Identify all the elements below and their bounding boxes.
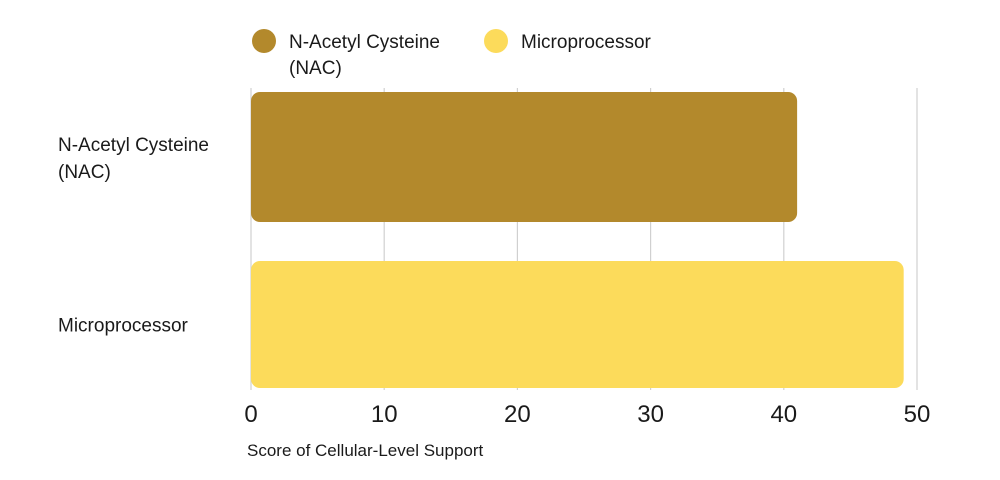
x-tick-label: 30 xyxy=(637,401,664,428)
legend-label: (NAC) xyxy=(289,58,342,79)
y-category-label: Microprocessor xyxy=(58,316,189,337)
x-tick-label: 0 xyxy=(244,401,257,428)
legend-swatch xyxy=(252,29,276,53)
x-axis-label: Score of Cellular-Level Support xyxy=(247,441,484,460)
legend-label: N-Acetyl Cysteine xyxy=(289,32,440,53)
bar-nac xyxy=(251,92,798,222)
bar-microprocessor xyxy=(251,261,904,388)
y-category-label: (NAC) xyxy=(58,162,111,183)
legend-label: Microprocessor xyxy=(521,32,652,53)
legend-swatch xyxy=(484,29,508,53)
y-category-label: N-Acetyl Cysteine xyxy=(58,135,209,156)
x-tick-label: 40 xyxy=(770,401,797,428)
x-tick-label: 10 xyxy=(371,401,398,428)
x-tick-label: 50 xyxy=(904,401,931,428)
x-tick-label: 20 xyxy=(504,401,531,428)
